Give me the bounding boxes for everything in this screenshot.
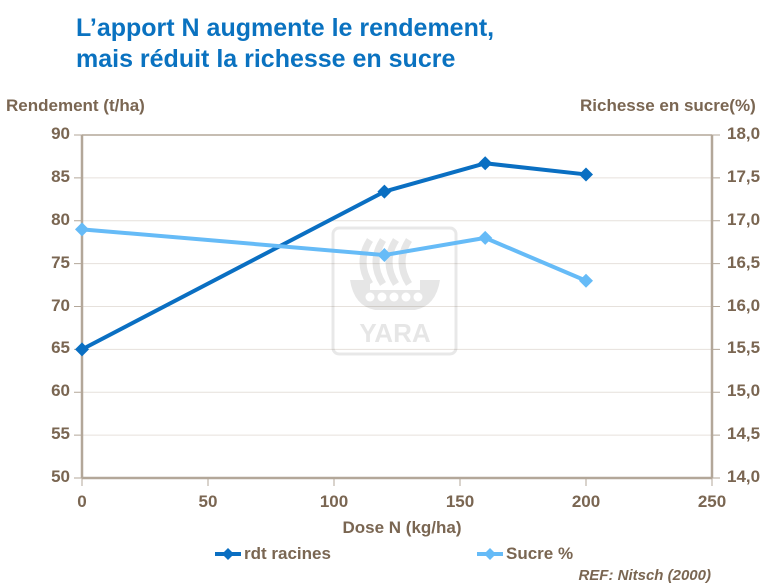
legend-marker-rdt-icon xyxy=(215,548,241,560)
y-left-tick-label: 80 xyxy=(51,209,70,229)
y-left-tick-label: 70 xyxy=(51,295,70,315)
x-tick-label: 100 xyxy=(319,492,349,511)
legend-label-sucre: Sucre % xyxy=(506,544,574,563)
x-tick-label: 50 xyxy=(198,492,218,511)
y-right-axis-title: Richesse en sucre(%) xyxy=(580,96,756,115)
chart-title-line2: mais réduit la richesse en sucre xyxy=(76,45,456,73)
y-left-tick-label: 65 xyxy=(51,338,70,358)
svg-text:YARA: YARA xyxy=(359,318,431,348)
data-point-marker-icon xyxy=(75,342,89,357)
reference-note: REF: Nitsch (2000) xyxy=(578,567,711,584)
y-right-tick-label: 17,5 xyxy=(727,166,761,186)
y-left-tick-label: 55 xyxy=(51,424,70,444)
data-point-marker-icon xyxy=(377,248,392,263)
y-right-tick-label: 14,5 xyxy=(727,424,761,444)
y-left-axis-title: Rendement (t/ha) xyxy=(6,96,145,115)
data-point-marker-icon xyxy=(579,273,593,288)
y-right-tick-label: 14,0 xyxy=(727,467,761,486)
series-line-rdt xyxy=(81,161,587,352)
series-line-sucre xyxy=(81,227,587,283)
y-right-tick-label: 15,5 xyxy=(727,338,761,358)
y-left-tick-label: 50 xyxy=(51,467,70,486)
y-right-tick-label: 15,0 xyxy=(727,381,761,401)
legend-label-rdt: rdt racines xyxy=(244,544,331,563)
y-right-tick-label: 17,0 xyxy=(727,209,761,229)
x-tick-label: 150 xyxy=(445,492,475,511)
data-point-marker-icon xyxy=(75,222,89,237)
x-tick-label: 0 xyxy=(77,492,87,511)
chart-title-line1: L’apport N augmente le rendement, xyxy=(76,14,495,42)
legend-item-rdt: rdt racines xyxy=(214,544,331,564)
y-left-tick-label: 85 xyxy=(51,166,70,186)
y-left-tick-label: 60 xyxy=(51,381,70,401)
legend-marker-sucre-icon xyxy=(477,548,503,560)
data-point-marker-icon xyxy=(478,230,493,245)
chart-title: L’apport N augmente le rendement, mais r… xyxy=(76,13,494,75)
x-tick-label: 200 xyxy=(571,492,601,511)
data-point-marker-icon xyxy=(377,184,392,199)
y-right-tick-label: 18,0 xyxy=(727,124,761,143)
x-tick-label: 250 xyxy=(697,492,727,511)
y-right-tick-label: 16,5 xyxy=(727,252,761,272)
x-axis-title: Dose N (kg/ha) xyxy=(342,518,462,537)
yara-logo-watermark-icon: YARA xyxy=(331,226,458,356)
y-left-tick-label: 90 xyxy=(51,124,70,143)
data-point-marker-icon xyxy=(579,167,593,182)
y-right-tick-label: 16,0 xyxy=(727,295,761,315)
data-point-marker-icon xyxy=(478,156,493,171)
y-left-tick-label: 75 xyxy=(51,252,70,272)
legend-item-sucre: Sucre % xyxy=(476,544,573,564)
